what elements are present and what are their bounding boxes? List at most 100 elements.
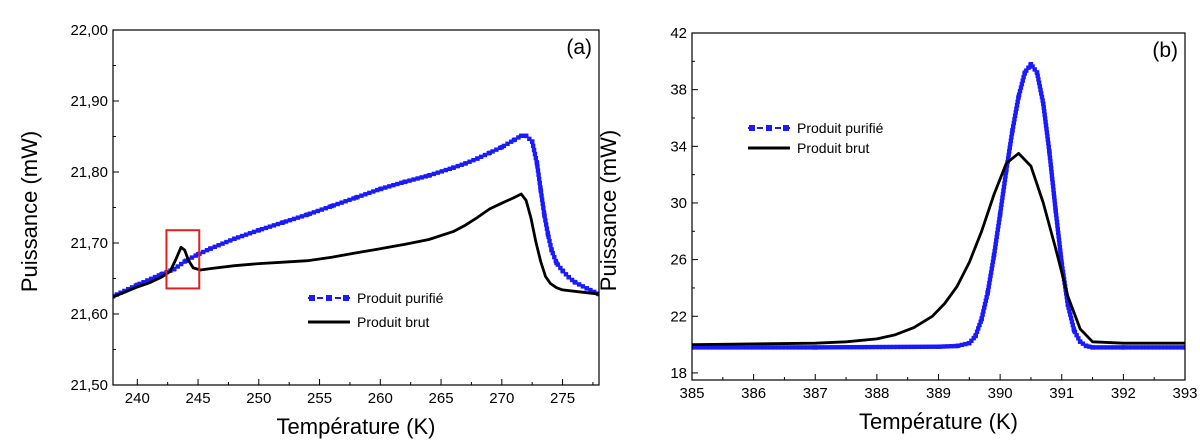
chart-panel-b: 385 386 387 388 389 390 391 392 393 18 22 26 30 34 38… xyxy=(596,25,1198,434)
data-point xyxy=(519,133,524,138)
series-line-purified xyxy=(692,62,1185,349)
data-point xyxy=(471,157,476,163)
data-point xyxy=(718,345,723,350)
data-point xyxy=(1105,345,1110,350)
data-point xyxy=(1009,131,1015,136)
data-point xyxy=(347,197,352,203)
data-point xyxy=(539,193,544,198)
data-point xyxy=(851,344,857,350)
data-point xyxy=(902,344,907,350)
data-point xyxy=(399,180,404,186)
x-tick-label: 250 xyxy=(246,390,271,407)
data-point xyxy=(1045,134,1050,139)
data-point xyxy=(1004,168,1009,173)
data-point xyxy=(287,218,293,223)
data-point xyxy=(1010,128,1015,133)
data-point xyxy=(920,344,925,349)
data-point xyxy=(383,185,388,190)
data-point xyxy=(183,258,189,263)
data-point xyxy=(1001,184,1007,190)
data-point xyxy=(894,344,900,350)
data-point xyxy=(754,345,759,350)
data-point xyxy=(952,343,957,349)
x-tick-label: 392 xyxy=(1111,385,1136,402)
data-point xyxy=(747,345,752,350)
data-point xyxy=(969,338,974,344)
data-point xyxy=(1008,138,1014,143)
data-point xyxy=(1056,234,1061,239)
data-point xyxy=(1121,345,1126,350)
data-point xyxy=(1112,345,1117,350)
data-point xyxy=(923,344,929,349)
y-tick-label: 42 xyxy=(670,25,687,42)
data-point xyxy=(387,184,392,189)
data-point xyxy=(443,167,448,173)
data-point xyxy=(538,185,543,190)
x-tick-label: 245 xyxy=(186,390,211,407)
data-point xyxy=(271,223,277,228)
data-point xyxy=(704,345,709,350)
x-tick-label: 387 xyxy=(803,385,828,402)
data-point xyxy=(563,272,569,277)
data-point xyxy=(1047,155,1053,160)
axis-ticks xyxy=(691,32,1186,380)
y-tick-label: 22 xyxy=(670,308,687,325)
data-point xyxy=(572,279,577,285)
data-point xyxy=(1055,227,1061,232)
data-point xyxy=(532,151,538,157)
y-tick-label: 34 xyxy=(670,138,687,155)
data-point xyxy=(359,193,364,198)
data-point xyxy=(1016,94,1021,99)
data-point xyxy=(819,345,824,350)
data-point xyxy=(371,189,376,194)
data-point xyxy=(490,149,495,154)
data-point xyxy=(990,263,995,268)
data-point xyxy=(994,234,999,240)
data-point xyxy=(547,238,552,244)
data-point xyxy=(1000,195,1005,200)
data-point xyxy=(1026,65,1031,70)
y-tick-label: 21,70 xyxy=(70,235,108,252)
data-point xyxy=(141,279,146,285)
data-point xyxy=(761,345,767,350)
x-tick-label: 255 xyxy=(307,390,332,407)
data-point xyxy=(1002,181,1007,186)
data-point xyxy=(475,156,480,161)
data-point xyxy=(1041,101,1046,107)
data-point xyxy=(1038,87,1043,93)
data-point xyxy=(840,345,846,350)
data-point xyxy=(833,345,839,350)
data-point xyxy=(1036,77,1041,82)
data-point xyxy=(239,233,245,239)
data-point xyxy=(1003,174,1008,179)
data-point xyxy=(1000,191,1006,197)
data-point xyxy=(212,244,217,250)
data-point xyxy=(415,176,420,181)
data-point xyxy=(772,345,777,350)
y-tick-label: 21,80 xyxy=(70,164,108,181)
data-point xyxy=(783,345,788,350)
data-point xyxy=(909,344,914,350)
data-point xyxy=(275,221,281,227)
data-point xyxy=(533,155,539,161)
data-point xyxy=(995,231,1000,236)
data-point xyxy=(1012,117,1017,122)
data-point xyxy=(1078,339,1083,344)
data-point xyxy=(722,345,727,350)
data-point xyxy=(1057,241,1062,246)
data-point xyxy=(992,245,998,250)
data-point xyxy=(584,286,590,291)
data-point xyxy=(801,345,806,350)
data-point xyxy=(156,273,162,278)
data-point xyxy=(159,272,164,277)
y-axis-title: Puissance (mW) xyxy=(596,130,621,291)
data-point xyxy=(989,266,994,272)
data-point xyxy=(1018,85,1024,90)
data-point xyxy=(994,238,999,243)
data-point xyxy=(858,344,864,350)
data-point xyxy=(178,261,184,267)
series-raw xyxy=(692,152,1185,346)
x-tick-label: 275 xyxy=(550,390,575,407)
data-point xyxy=(536,176,542,182)
data-point xyxy=(1043,123,1049,128)
